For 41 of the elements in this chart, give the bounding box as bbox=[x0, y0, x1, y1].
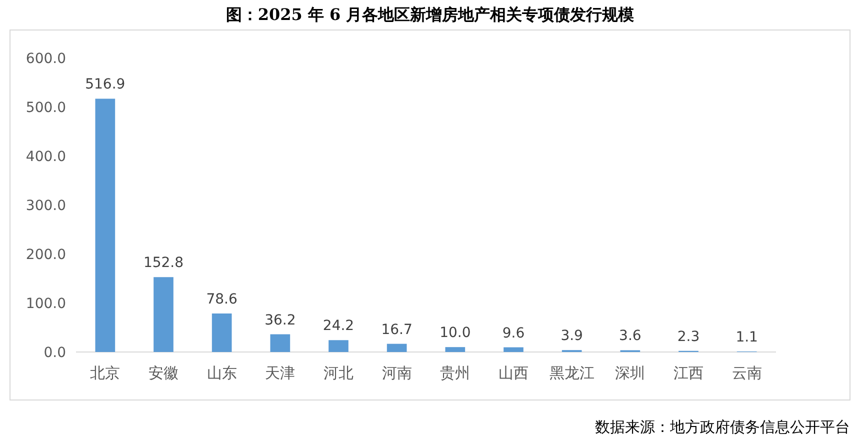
bar bbox=[328, 340, 348, 352]
x-tick-label: 河北 bbox=[324, 364, 354, 382]
x-tick-label: 江西 bbox=[674, 364, 704, 382]
bar bbox=[504, 347, 524, 352]
data-label: 36.2 bbox=[264, 312, 296, 328]
x-tick-label: 山东 bbox=[206, 364, 237, 382]
bar bbox=[270, 334, 290, 352]
x-tick-label: 黑龙江 bbox=[549, 364, 594, 382]
data-label: 24.2 bbox=[322, 318, 354, 334]
bar bbox=[445, 347, 466, 352]
x-tick-label: 山西 bbox=[498, 364, 528, 382]
data-label: 78.6 bbox=[206, 291, 238, 308]
y-tick-label: 600.0 bbox=[26, 51, 66, 67]
x-tick-label: 贵州 bbox=[440, 364, 470, 382]
y-tick-label: 300.0 bbox=[26, 198, 66, 214]
data-label: 16.7 bbox=[381, 322, 412, 338]
data-label: 516.9 bbox=[85, 76, 126, 93]
x-tick-label: 河南 bbox=[382, 364, 412, 382]
y-tick-label: 200.0 bbox=[26, 247, 66, 263]
data-label: 3.9 bbox=[560, 328, 583, 344]
data-label: 9.6 bbox=[502, 325, 525, 342]
y-tick-label: 500.0 bbox=[26, 100, 66, 116]
data-label: 3.6 bbox=[619, 328, 642, 344]
source-note: 数据来源：地方政府债务信息公开平台 bbox=[595, 418, 850, 436]
data-label: 2.3 bbox=[677, 328, 700, 345]
bar bbox=[212, 313, 232, 352]
y-tick-label: 100.0 bbox=[26, 296, 66, 312]
data-label: 10.0 bbox=[440, 325, 471, 342]
x-tick-label: 云南 bbox=[732, 364, 762, 382]
data-label: 152.8 bbox=[143, 255, 184, 272]
x-tick-label: 安徽 bbox=[148, 364, 178, 382]
data-label: 1.1 bbox=[736, 329, 758, 346]
chart-title: 图：2025 年 6 月各地区新增房地产相关专项债发行规模 bbox=[226, 5, 634, 24]
bar bbox=[154, 277, 174, 352]
y-tick-label: 400.0 bbox=[26, 149, 66, 165]
bar bbox=[95, 98, 116, 352]
bar bbox=[386, 344, 407, 352]
y-tick-label: 0.0 bbox=[44, 345, 66, 361]
x-tick-label: 深圳 bbox=[615, 364, 646, 382]
x-tick-label: 北京 bbox=[90, 364, 120, 382]
x-tick-label: 天津 bbox=[265, 364, 296, 382]
